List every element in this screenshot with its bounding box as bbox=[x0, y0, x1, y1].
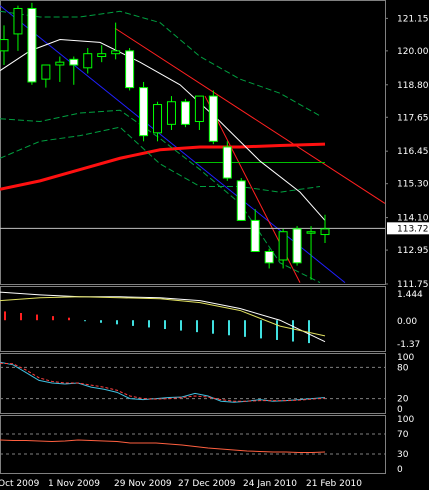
candle bbox=[13, 5, 23, 51]
candle-body bbox=[278, 231, 288, 261]
x-tick-label: 27 Dec 2009 bbox=[178, 479, 236, 489]
candle bbox=[278, 228, 288, 269]
y-tick-label: 100 bbox=[397, 353, 414, 363]
y-tick-label: 114.10 bbox=[397, 214, 429, 224]
candle bbox=[27, 2, 37, 85]
candle-body bbox=[139, 87, 149, 137]
candle-body bbox=[41, 64, 51, 80]
oscillator-signal bbox=[0, 296, 326, 337]
candle-body bbox=[153, 104, 163, 134]
y-tick-label: 0.00 bbox=[397, 317, 417, 327]
candle bbox=[250, 209, 260, 253]
y-tick-label: 111.75 bbox=[397, 280, 429, 290]
y-tick-label: 112.95 bbox=[397, 246, 429, 256]
candle bbox=[139, 81, 149, 142]
y-tick-label: -1.37 bbox=[397, 340, 420, 350]
candle bbox=[111, 22, 121, 60]
y-tick-label: 0 bbox=[397, 465, 403, 475]
candle-body bbox=[111, 50, 121, 55]
candle bbox=[97, 45, 107, 63]
candle-body bbox=[320, 228, 330, 236]
y-tick-label: 115.30 bbox=[397, 180, 429, 190]
candle-body bbox=[0, 39, 9, 52]
candle-body bbox=[222, 146, 232, 179]
y-tick-label: 116.45 bbox=[397, 147, 429, 157]
rsi-line bbox=[0, 439, 326, 453]
envelope-upper bbox=[0, 10, 321, 117]
candle-body bbox=[194, 95, 204, 123]
y-tick-label: 121.15 bbox=[397, 14, 429, 24]
candle bbox=[222, 141, 232, 181]
candle bbox=[194, 95, 204, 130]
current-price-box bbox=[387, 222, 429, 235]
moving-average-red bbox=[0, 142, 326, 191]
panel-frame-2 bbox=[0, 353, 386, 414]
candle-body bbox=[27, 7, 37, 83]
trendline-upper bbox=[114, 27, 386, 204]
candle-body bbox=[236, 180, 246, 221]
y-tick-label: 117.65 bbox=[397, 113, 429, 123]
y-tick-label: 100 bbox=[397, 415, 414, 425]
y-tick-label: 20 bbox=[397, 395, 409, 405]
candle bbox=[236, 178, 246, 221]
candle bbox=[0, 25, 9, 65]
current-price-label: 113.72 bbox=[397, 224, 429, 234]
candle bbox=[125, 48, 135, 91]
y-tick-label: 1.444 bbox=[397, 290, 423, 300]
panel-frame-3 bbox=[0, 415, 386, 474]
candle bbox=[264, 248, 274, 269]
candle-body bbox=[83, 53, 93, 69]
stochastic-main bbox=[0, 361, 326, 403]
x-tick-label: Oct 2009 bbox=[0, 479, 40, 489]
candle bbox=[292, 226, 302, 266]
y-tick-label: 0 bbox=[397, 405, 403, 415]
candle-body bbox=[292, 228, 302, 264]
oscillator-line bbox=[0, 291, 326, 343]
candle-body bbox=[97, 53, 107, 58]
y-tick-label: 120.00 bbox=[397, 47, 429, 57]
candle bbox=[83, 48, 93, 74]
candle bbox=[208, 90, 218, 145]
y-tick-label: 70 bbox=[397, 430, 409, 440]
candle-body bbox=[180, 101, 190, 125]
x-tick-label: 21 Feb 2010 bbox=[306, 479, 362, 489]
stochastic-signal bbox=[0, 362, 326, 402]
candle-body bbox=[264, 251, 274, 264]
candle-body bbox=[69, 58, 79, 66]
candle-body bbox=[55, 61, 65, 66]
envelope-lower-outer bbox=[0, 126, 321, 193]
envelope-lower bbox=[0, 109, 321, 284]
candle bbox=[69, 56, 79, 85]
candle-body bbox=[13, 7, 23, 35]
candle bbox=[320, 214, 330, 244]
candle bbox=[153, 101, 163, 142]
candle-body bbox=[125, 50, 135, 89]
candle-body bbox=[166, 101, 176, 125]
candle-body bbox=[306, 231, 316, 234]
moving-average-white bbox=[0, 39, 326, 221]
candle bbox=[180, 98, 190, 128]
candle bbox=[306, 226, 316, 280]
y-tick-label: 80 bbox=[397, 363, 409, 373]
candle bbox=[41, 64, 51, 88]
x-tick-label: 24 Jan 2010 bbox=[243, 479, 297, 489]
candle-body bbox=[208, 95, 218, 142]
y-tick-label: 118.80 bbox=[397, 81, 429, 91]
panel-frame-0 bbox=[0, 0, 386, 285]
candle bbox=[166, 96, 176, 130]
candle-body bbox=[250, 219, 260, 253]
panel-frame-1 bbox=[0, 286, 386, 352]
y-tick-label: 30 bbox=[397, 450, 409, 460]
x-tick-label: 1 Nov 2009 bbox=[48, 479, 100, 489]
x-tick-label: 29 Nov 2009 bbox=[114, 479, 172, 489]
candle bbox=[55, 56, 65, 82]
